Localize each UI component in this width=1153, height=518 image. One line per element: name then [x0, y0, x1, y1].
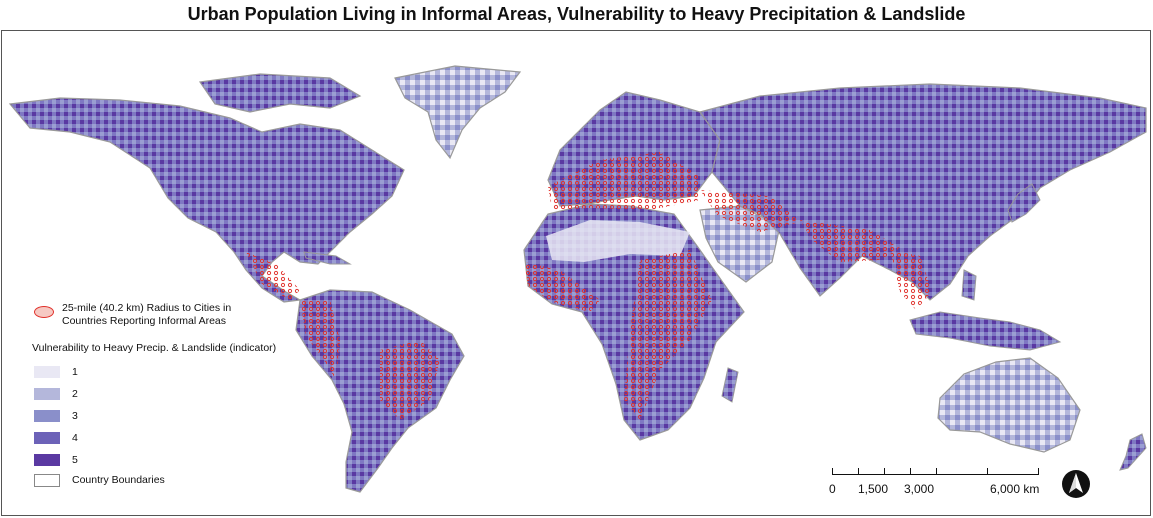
- legend-radius-label-line2: Countries Reporting Informal Areas: [62, 315, 226, 327]
- map-legend: 25-mile (40.2 km) Radius to Cities in Co…: [32, 300, 332, 487]
- city-cluster-middle-east: [700, 190, 800, 232]
- scale-bar-line: [832, 468, 1039, 475]
- legend-swatch: [34, 410, 60, 422]
- city-cluster-southeast-asia: [890, 250, 932, 310]
- legend-swatch: [34, 454, 60, 466]
- legend-class-label: 4: [72, 432, 78, 444]
- city-cluster-brazil: [380, 340, 440, 420]
- city-radius-markers: [246, 152, 932, 420]
- scale-label-3000: 3,000: [904, 482, 935, 496]
- region-sahara: [546, 220, 690, 262]
- legend-class-label: 2: [72, 388, 78, 400]
- north-arrow-icon: [1062, 470, 1090, 498]
- scale-tick: [936, 468, 937, 475]
- landmass-arctic-islands: [198, 73, 362, 113]
- legend-radius-item: 25-mile (40.2 km) Radius to Cities in Co…: [32, 300, 332, 336]
- legend-swatch: [34, 388, 60, 400]
- city-cluster-east-africa: [624, 250, 712, 420]
- legend-swatch: [34, 432, 60, 444]
- city-cluster-mediterranean: [548, 152, 700, 210]
- landmass-madagascar: [721, 367, 739, 403]
- scale-label-0: 0: [829, 482, 836, 496]
- landmass-caribbean: [303, 251, 352, 265]
- legend-class-label: 1: [72, 366, 78, 378]
- city-cluster-andes: [300, 300, 340, 380]
- scale-tick: [987, 468, 988, 475]
- landmass-new-zealand: [1119, 433, 1147, 471]
- city-radius-symbol-icon: [34, 306, 54, 318]
- legend-vulnerability-heading: Vulnerability to Heavy Precip. & Landsli…: [32, 342, 277, 354]
- legend-boundaries-label: Country Boundaries: [72, 474, 165, 486]
- map-title: Urban Population Living in Informal Area…: [187, 4, 966, 24]
- landmass-indonesia: [909, 311, 1062, 351]
- legend-class-label: 5: [72, 454, 78, 466]
- landmass-greenland: [394, 65, 522, 160]
- scale-tick: [832, 468, 833, 475]
- city-cluster-central-america: [246, 252, 300, 300]
- scale-tick: [884, 468, 885, 475]
- scale-bar: 0 1,500 3,000 6,000 km: [829, 462, 1062, 502]
- scale-tick: [1038, 468, 1039, 475]
- scale-label-6000: 6,000 km: [990, 482, 1040, 496]
- city-cluster-south-asia: [800, 220, 900, 262]
- legend-radius-label-line1: 25-mile (40.2 km) Radius to Cities in: [62, 302, 232, 314]
- scale-tick: [858, 468, 859, 475]
- landmass-philippines: [961, 269, 977, 301]
- city-cluster-west-africa: [524, 262, 600, 312]
- boundary-symbol-icon: [34, 474, 60, 487]
- landmass-australia: [937, 357, 1081, 453]
- legend-class-label: 3: [72, 410, 78, 422]
- landmass-japan: [1007, 183, 1041, 223]
- scale-label-1500: 1,500: [858, 482, 889, 496]
- scale-tick: [910, 468, 911, 475]
- legend-swatch: [34, 366, 60, 378]
- landmass-north-america: [8, 97, 405, 303]
